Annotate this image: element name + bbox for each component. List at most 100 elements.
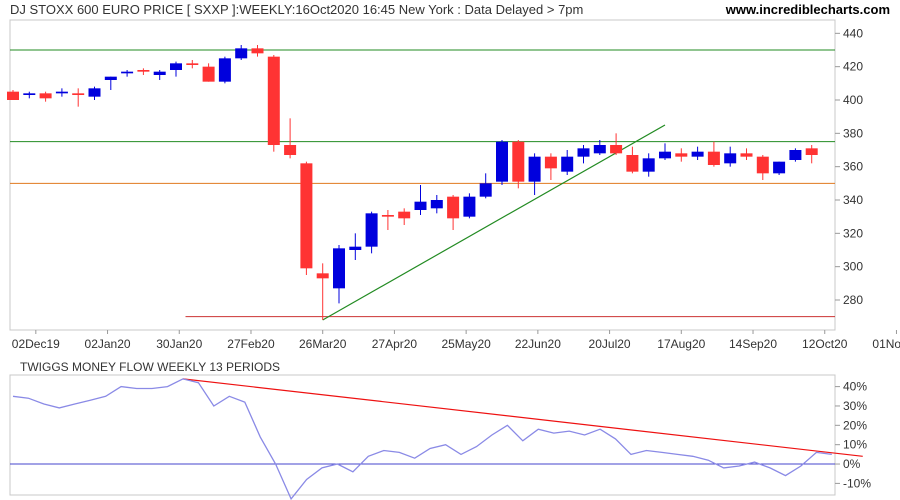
- candle-body: [55, 91, 68, 94]
- indicator-series: [12, 378, 832, 500]
- candle-body: [88, 88, 101, 97]
- site-url[interactable]: www.incrediblecharts.com: [725, 2, 890, 17]
- candle: [316, 263, 329, 320]
- candle: [72, 88, 85, 107]
- candle: [577, 145, 590, 164]
- y-tick-label: 440: [843, 26, 863, 40]
- candle: [365, 211, 378, 254]
- candle-body: [72, 93, 85, 95]
- indicator-trendlines: [182, 378, 863, 457]
- candle: [153, 70, 166, 80]
- candle-body: [7, 91, 19, 100]
- candle-body: [398, 211, 411, 219]
- candle-body: [642, 158, 655, 172]
- candle-body: [153, 71, 166, 75]
- candle-body: [202, 66, 215, 82]
- x-tick-label: 25May20: [441, 337, 491, 351]
- price-panel-border: [9, 19, 836, 331]
- indicator-y-axis: 40% 30% 20% 10% 0% -10%: [835, 380, 871, 490]
- indicator-tick-label: -10%: [843, 476, 871, 490]
- candle: [642, 153, 655, 177]
- x-tick-label: 27Apr20: [372, 337, 418, 351]
- y-tick-label: 360: [843, 160, 863, 174]
- x-tick-label: 01Nov20: [872, 337, 900, 351]
- candle: [137, 68, 150, 75]
- indicator-tick-label: 40%: [843, 380, 867, 394]
- candle: [202, 63, 215, 82]
- candle: [235, 45, 248, 60]
- candle-body: [267, 56, 280, 145]
- y-tick-label: 400: [843, 93, 863, 107]
- price-panel: DJ STOXX 600 EURO PRICE [ SXXP ]:WEEKLY:…: [7, 2, 900, 351]
- candle: [349, 233, 362, 260]
- candle: [267, 55, 280, 152]
- candle-body: [691, 151, 704, 157]
- y-tick-label: 320: [843, 226, 863, 240]
- candle: [7, 90, 19, 100]
- candle: [691, 146, 704, 160]
- candle-body: [805, 148, 818, 155]
- candle-body: [365, 213, 378, 247]
- candle: [39, 91, 52, 102]
- candle: [528, 153, 541, 195]
- candle: [398, 208, 411, 225]
- x-tick-label: 02Dec19: [12, 337, 60, 351]
- candle-body: [333, 248, 345, 289]
- candle-body: [447, 196, 460, 219]
- candle: [55, 88, 68, 97]
- indicator-tick-label: 10%: [843, 438, 867, 452]
- candle-body: [218, 58, 231, 82]
- candle-body: [724, 153, 737, 164]
- candle-body: [610, 145, 623, 154]
- x-tick-label: 20Jul20: [589, 337, 631, 351]
- candle: [186, 60, 199, 69]
- candle: [300, 161, 313, 275]
- candle: [463, 193, 476, 219]
- candle-body: [235, 48, 248, 59]
- candle-body: [740, 153, 753, 157]
- indicator-panel: TWIGGS MONEY FLOW WEEKLY 13 PERIODS 40% 3…: [9, 360, 871, 500]
- candle-body: [496, 141, 508, 182]
- price-trendline-0: [322, 124, 666, 321]
- y-tick-label: 380: [843, 126, 863, 140]
- x-tick-label: 27Feb20: [227, 337, 275, 351]
- candle: [104, 76, 117, 90]
- candle: [707, 141, 720, 167]
- indicator-tick-label: 30%: [843, 399, 867, 413]
- candle: [333, 245, 345, 304]
- money-flow-line: [12, 378, 832, 500]
- candle: [512, 140, 525, 189]
- candle-body: [23, 93, 36, 95]
- candle-body: [39, 93, 52, 99]
- chart-title: DJ STOXX 600 EURO PRICE [ SXXP ]:WEEKLY:…: [10, 2, 583, 17]
- candle: [756, 155, 769, 180]
- candle-body: [300, 163, 313, 269]
- candle: [447, 195, 460, 230]
- candle-body: [773, 161, 786, 174]
- candle: [170, 61, 182, 77]
- candle-body: [593, 145, 606, 154]
- x-tick-label: 22Jun20: [515, 337, 561, 351]
- candle: [659, 143, 671, 160]
- candle-body: [137, 70, 150, 72]
- candle: [430, 195, 443, 214]
- candle: [544, 153, 557, 180]
- candle: [675, 148, 688, 162]
- candle-body: [707, 151, 720, 165]
- candle-body: [577, 148, 590, 157]
- candle-body: [561, 156, 574, 172]
- candle-body: [349, 246, 362, 250]
- candle-body: [381, 215, 394, 217]
- indicator-trendline-0: [182, 378, 863, 457]
- candle-body: [756, 156, 769, 174]
- candle: [23, 91, 36, 99]
- x-tick-label: 02Jan20: [85, 337, 131, 351]
- indicator-title: TWIGGS MONEY FLOW WEEKLY 13 PERIODS: [20, 360, 280, 374]
- candle-body: [284, 145, 297, 155]
- indicator-tick-label: 20%: [843, 418, 867, 432]
- candle: [740, 148, 753, 160]
- candle: [479, 173, 492, 199]
- candle: [626, 146, 639, 174]
